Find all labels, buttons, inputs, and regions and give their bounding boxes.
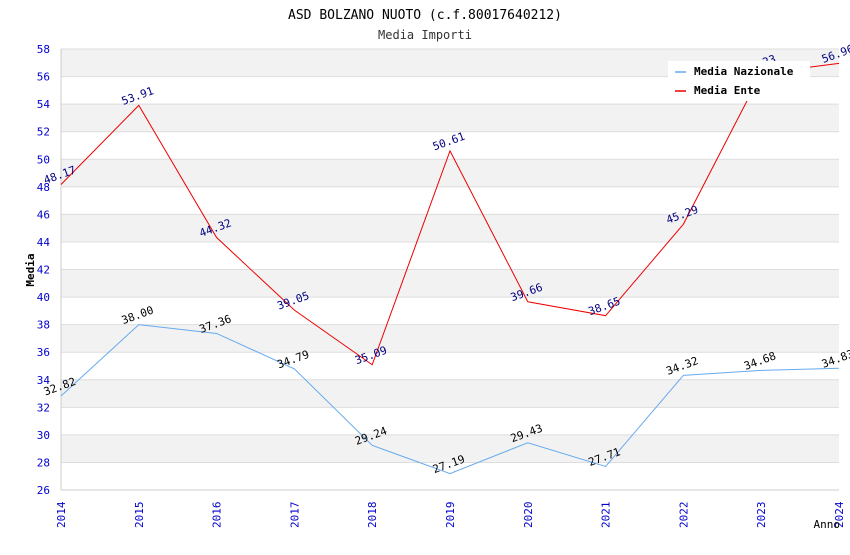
y-axis-label: Media	[24, 253, 37, 286]
y-tick-label: 58	[37, 43, 50, 56]
y-tick-label: 56	[37, 71, 50, 84]
legend: Media Nazionale Media Ente	[668, 61, 810, 101]
data-label: 34.68	[742, 349, 778, 373]
x-tick-label: 2023	[755, 502, 768, 529]
legend-label-nazionale: Media Nazionale	[694, 65, 794, 78]
series-lines	[60, 62, 840, 475]
y-tick-labels: 26 28 30 32 34 36 38 40 42 44 46 48 50 52 54 56 58	[37, 43, 51, 497]
x-tick-label: 2018	[366, 502, 379, 529]
y-tick-label: 28	[37, 456, 50, 469]
grid-bands	[61, 49, 839, 463]
data-label: 38.00	[120, 304, 156, 328]
grid-band	[61, 214, 839, 242]
y-tick-label: 30	[37, 429, 50, 442]
x-tick-label: 2022	[677, 502, 690, 529]
y-tick-label: 36	[37, 346, 50, 359]
y-tick-label: 54	[37, 98, 51, 111]
x-tick-label: 2017	[288, 502, 301, 529]
chart-subtitle: Media Importi	[378, 28, 472, 42]
y-tick-label: 48	[37, 181, 50, 194]
y-tick-label: 46	[37, 208, 50, 221]
data-label: 38.65	[587, 295, 623, 319]
axes	[60, 49, 839, 491]
x-tick-label: 2021	[600, 502, 613, 529]
grid-band	[61, 324, 839, 353]
y-tick-label: 38	[37, 319, 50, 332]
data-label: 50.61	[431, 130, 467, 154]
legend-label-ente: Media Ente	[694, 84, 761, 97]
grid-band	[61, 159, 839, 187]
grid-band	[61, 104, 839, 132]
y-tick-label: 42	[37, 264, 50, 277]
grid-band	[61, 434, 839, 463]
gridlines	[61, 48, 839, 491]
x-tick-label: 2016	[211, 502, 224, 529]
y-tick-label: 52	[37, 126, 50, 139]
series-line-ente	[60, 62, 840, 366]
x-tick-label: 2020	[522, 502, 535, 529]
series-line-nazionale	[60, 324, 840, 475]
x-tick-label: 2015	[133, 502, 146, 529]
legend-box	[668, 61, 810, 101]
y-tick-label: 44	[37, 236, 51, 249]
y-tick-label: 50	[37, 153, 50, 166]
x-tick-label: 2024	[833, 501, 846, 528]
x-tick-label: 2019	[444, 502, 457, 529]
grid-band	[61, 269, 839, 298]
y-tick-label: 32	[37, 401, 50, 414]
y-tick-label: 34	[37, 374, 51, 387]
x-axis-label: Anno	[814, 518, 841, 531]
x-tick-label: 2014	[55, 501, 68, 528]
y-tick-label: 26	[37, 484, 50, 497]
y-tick-label: 40	[37, 291, 50, 304]
chart-title: ASD BOLZANO NUOTO (c.f.80017640212)	[288, 8, 562, 23]
grid-band	[61, 379, 839, 408]
x-tick-labels: 2014 2015 2016 2017 2018 2019 2020 2021 2022 2023…	[55, 501, 846, 528]
